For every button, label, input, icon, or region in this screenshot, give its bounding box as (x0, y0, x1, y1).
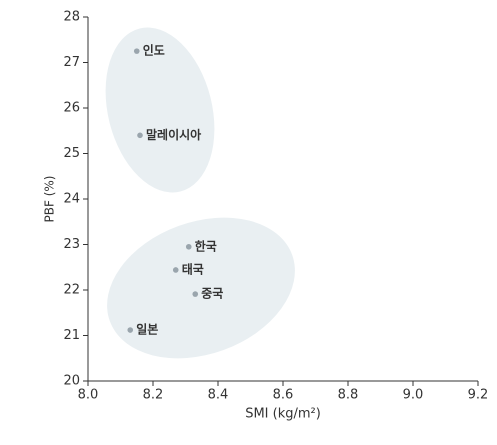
x-axis-label: SMI (kg/m²) (245, 407, 321, 422)
x-tick-label: 8.6 (273, 388, 294, 403)
x-tick-label: 8.4 (208, 388, 229, 403)
point-label: 중국 (201, 287, 223, 301)
x-tick-label: 8.0 (78, 388, 99, 403)
point-label: 한국 (195, 238, 217, 253)
y-axis-label: PBF (%) (43, 176, 57, 223)
point-label: 태국 (182, 261, 204, 276)
y-tick-label: 21 (63, 328, 80, 343)
y-tick-label: 26 (63, 101, 80, 116)
point (133, 48, 140, 54)
point-label: 말레이시아 (146, 127, 201, 142)
y-tick-label: 23 (63, 237, 80, 252)
point-label: 일본 (136, 323, 158, 337)
point (192, 291, 199, 297)
y-tick-label: 25 (63, 146, 80, 161)
y-tick-label: 22 (63, 283, 80, 298)
x-tick-label: 9.0 (403, 388, 424, 403)
cluster-ellipse (107, 217, 295, 359)
point (172, 267, 179, 273)
point (127, 327, 134, 333)
y-tick-label: 20 (63, 374, 80, 389)
cluster-ellipse (105, 27, 215, 193)
x-tick-label: 9.2 (468, 388, 489, 403)
point-label: 인도 (143, 43, 165, 58)
x-tick-label: 8.8 (338, 388, 359, 403)
y-tick-label: 28 (63, 10, 80, 25)
y-tick-label: 27 (63, 55, 80, 70)
x-tick-label: 8.2 (143, 388, 164, 403)
point (185, 243, 192, 250)
point (137, 132, 143, 139)
y-tick-label: 24 (63, 192, 80, 207)
